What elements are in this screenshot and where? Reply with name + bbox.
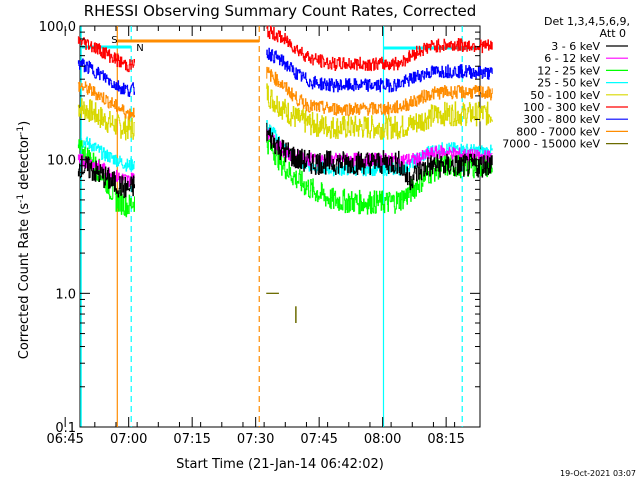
x-tick-label: 07:45 — [300, 432, 337, 447]
series-line — [77, 98, 135, 141]
legend-entry-label: 300 - 800 keV — [523, 113, 600, 126]
series-line — [266, 122, 493, 191]
series-line — [77, 81, 135, 121]
y-tick-label: 0.1 — [55, 421, 76, 436]
saa-marker-label: S — [111, 35, 117, 46]
legend-header-sub: Att 0 — [600, 27, 626, 40]
x-tick-label: 07:15 — [173, 432, 210, 447]
legend-entry-label: 7000 - 15000 keV — [502, 138, 600, 151]
series-line — [266, 134, 493, 215]
series-line — [266, 47, 493, 93]
legend-entry-label: 100 - 300 keV — [523, 101, 600, 114]
series-line — [77, 36, 135, 73]
series-line — [77, 58, 135, 97]
markers-layer: SN — [80, 26, 478, 427]
y-tick-label: 10.0 — [47, 154, 76, 169]
x-tick-label: 08:00 — [364, 432, 401, 447]
x-axis-label: Start Time (21-Jan-14 06:42:02) — [176, 457, 384, 472]
x-tick-label: 07:00 — [110, 432, 147, 447]
legend-entry-label: 25 - 50 keV — [537, 77, 600, 90]
series-line — [266, 66, 493, 116]
footer-timestamp: 19-Oct-2021 03:07 — [560, 469, 636, 478]
x-tick-label: 06:45 — [46, 432, 83, 447]
y-label-part-main: Corrected Count Rate (s — [17, 203, 32, 360]
series-line — [266, 25, 493, 72]
plot-border — [79, 25, 481, 428]
y-tick-label: 1.0 — [55, 287, 76, 302]
x-tick-label: 08:15 — [427, 432, 464, 447]
legend-header: Det 1,3,4,5,6,9, — [544, 15, 630, 28]
legend-entry-label: 12 - 25 keV — [537, 64, 600, 77]
y-label-part-sup2: -1 — [16, 126, 26, 135]
series-line — [77, 155, 135, 199]
axes-layer: 100.0 10.0 1.0 0.106:45 07:00 07:15 07:30 07:45… — [39, 20, 480, 447]
y-label-part-sup: -1 — [16, 194, 26, 203]
series-line — [266, 83, 493, 140]
y-label-part-tail: detector — [17, 134, 32, 194]
night-marker-label: N — [136, 43, 143, 54]
legend-entry-label: 50 - 100 keV — [530, 89, 600, 102]
y-label-part-end: ) — [17, 121, 32, 126]
chart-title: RHESSI Observing Summary Count Rates, Co… — [84, 2, 477, 20]
x-tick-label: 07:30 — [237, 432, 274, 447]
series-line — [77, 139, 135, 218]
legend-entry-label: 3 - 6 keV — [551, 40, 600, 53]
series-line — [77, 136, 135, 172]
series-layer — [77, 25, 493, 323]
legend-entry-label: 6 - 12 keV — [544, 52, 600, 65]
plot-frame — [79, 25, 481, 428]
y-axis-label: Corrected Count Rate (s-1 detector-1) — [16, 121, 32, 359]
legend-entry-label: 800 - 7000 keV — [516, 125, 600, 138]
y-tick-label: 100.0 — [39, 20, 76, 35]
